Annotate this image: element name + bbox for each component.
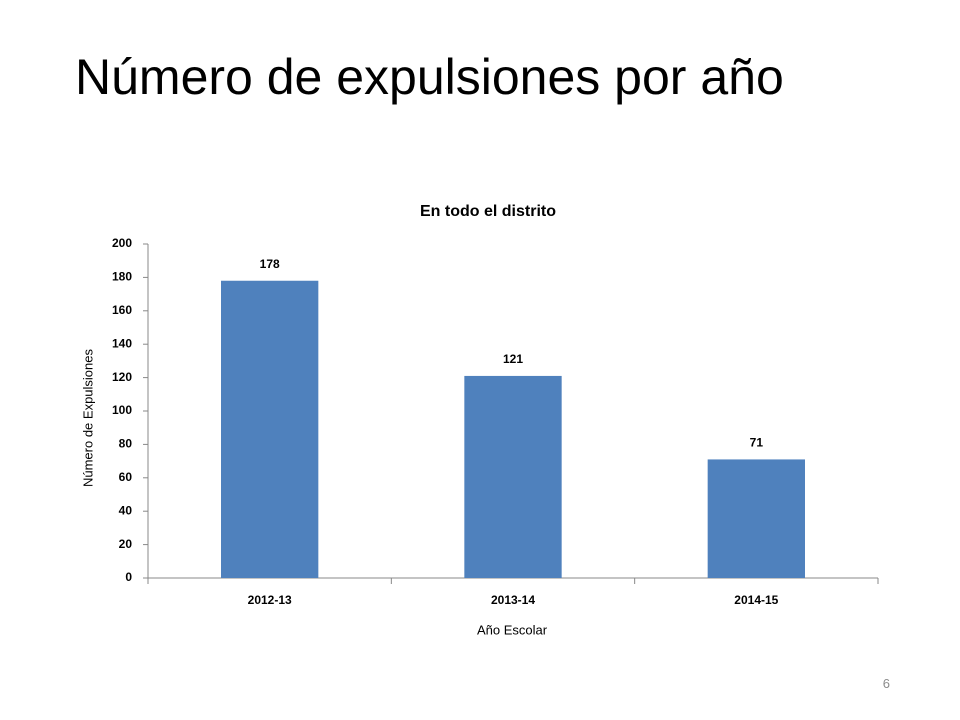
bar [221, 280, 319, 578]
y-tick-label: 20 [119, 537, 133, 551]
chart-title: En todo el distrito [420, 203, 556, 220]
y-tick-label: 180 [112, 270, 132, 284]
bar [707, 459, 805, 578]
y-tick-label: 140 [112, 336, 132, 350]
x-axis-label: Año Escolar [477, 622, 548, 637]
y-tick-label: 40 [119, 503, 133, 517]
x-tick-label: 2012-13 [248, 593, 292, 607]
y-tick-label: 200 [112, 236, 132, 250]
y-axis-label: Número de Expulsiones [80, 348, 95, 487]
y-tick-label: 60 [119, 470, 133, 484]
y-tick-label: 80 [119, 437, 133, 451]
x-tick-label: 2014-15 [734, 593, 778, 607]
y-tick-label: 100 [112, 403, 132, 417]
data-label: 121 [503, 352, 523, 366]
y-tick-label: 0 [125, 570, 132, 584]
page-number: 6 [882, 676, 890, 691]
y-tick-label: 160 [112, 303, 132, 317]
bar [464, 375, 562, 578]
x-tick-label: 2013-14 [491, 593, 535, 607]
data-label: 178 [260, 257, 280, 271]
slide-title: Número de expulsiones por año [75, 49, 784, 105]
data-label: 71 [750, 436, 764, 450]
y-tick-label: 120 [112, 370, 132, 384]
